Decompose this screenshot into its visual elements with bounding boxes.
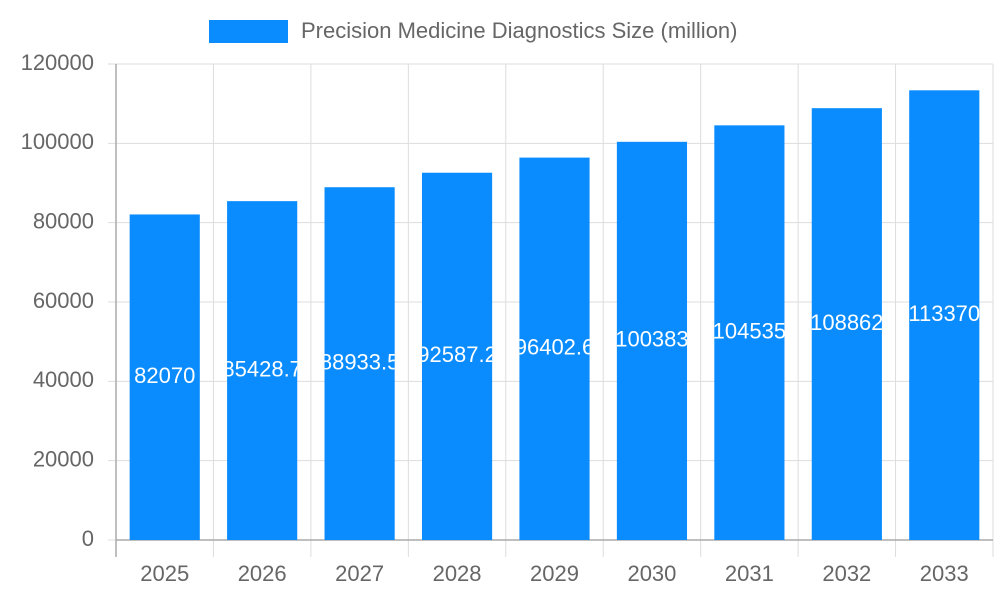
- legend-label: Precision Medicine Diagnostics Size (mil…: [301, 18, 738, 43]
- y-tick-label: 60000: [33, 288, 94, 313]
- data-label: 88933.5: [320, 349, 400, 374]
- x-tick-label: 2030: [627, 561, 676, 586]
- y-tick-label: 40000: [33, 367, 94, 392]
- y-tick-label: 0: [82, 526, 94, 551]
- bar: [811, 108, 882, 541]
- x-tick-label: 2032: [822, 561, 871, 586]
- bar: [129, 214, 200, 540]
- legend: Precision Medicine Diagnostics Size (mil…: [209, 18, 738, 43]
- bar: [909, 90, 980, 540]
- bar: [519, 157, 590, 540]
- x-tick-label: 2028: [433, 561, 482, 586]
- y-tick-label: 20000: [33, 446, 94, 471]
- x-tick-label: 2025: [140, 561, 189, 586]
- data-label: 104535: [713, 318, 786, 343]
- bar: [324, 187, 395, 540]
- bar: [227, 201, 298, 541]
- x-tick-label: 2031: [725, 561, 774, 586]
- data-label: 82070: [134, 363, 195, 388]
- legend-swatch: [209, 20, 288, 43]
- data-label: 85428.7: [222, 356, 302, 381]
- x-tick-label: 2029: [530, 561, 579, 586]
- data-label: 113370: [908, 301, 980, 326]
- y-tick-label: 100000: [21, 129, 94, 154]
- y-tick-label: 120000: [21, 50, 94, 75]
- bar: [616, 141, 688, 541]
- bar: [421, 172, 493, 541]
- data-label: 100383: [615, 327, 688, 352]
- data-label: 92587.2: [417, 342, 497, 367]
- x-tick-label: 2033: [920, 561, 969, 586]
- y-tick-label: 80000: [33, 208, 94, 233]
- data-label: 108862: [810, 310, 883, 335]
- x-tick-label: 2026: [238, 561, 287, 586]
- data-label: 96402.6: [515, 335, 595, 360]
- x-tick-label: 2027: [335, 561, 384, 586]
- bar: [714, 125, 785, 541]
